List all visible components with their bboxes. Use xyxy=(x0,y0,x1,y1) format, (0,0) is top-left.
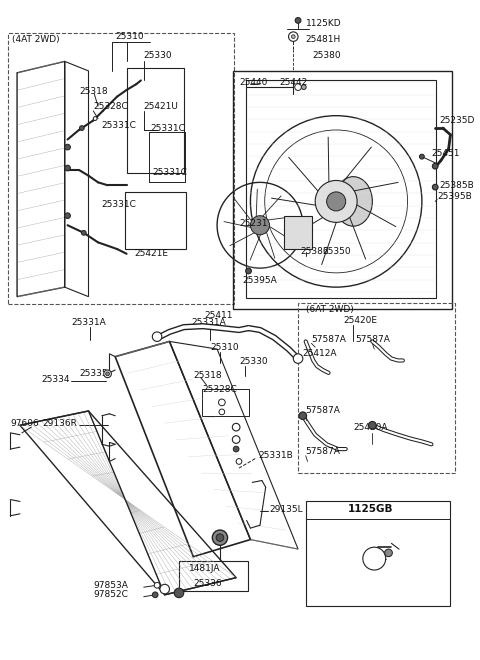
Text: 57587A: 57587A xyxy=(355,335,390,344)
Text: 25331C: 25331C xyxy=(101,200,136,209)
Circle shape xyxy=(160,584,169,594)
Circle shape xyxy=(363,547,386,570)
Text: 25331C: 25331C xyxy=(150,123,185,133)
Circle shape xyxy=(251,216,269,235)
Text: 25235D: 25235D xyxy=(439,116,474,125)
Bar xyxy=(233,71,452,309)
Text: (4AT 2WD): (4AT 2WD) xyxy=(12,35,60,44)
Circle shape xyxy=(212,530,228,545)
Circle shape xyxy=(420,154,424,159)
Text: 25331C: 25331C xyxy=(101,121,136,130)
Text: 25421E: 25421E xyxy=(134,249,168,258)
Text: 29135L: 29135L xyxy=(269,505,303,513)
Text: 25451: 25451 xyxy=(432,149,460,158)
Circle shape xyxy=(232,436,240,444)
Text: 25385B: 25385B xyxy=(439,181,474,189)
Text: 97852C: 97852C xyxy=(93,590,128,599)
Circle shape xyxy=(233,446,239,452)
Circle shape xyxy=(104,370,111,378)
Bar xyxy=(8,33,234,304)
Text: 25328C: 25328C xyxy=(93,102,128,111)
Text: 25335: 25335 xyxy=(79,370,108,378)
Circle shape xyxy=(288,32,298,42)
Circle shape xyxy=(369,422,376,429)
Bar xyxy=(298,304,455,473)
Text: 25440: 25440 xyxy=(239,78,267,87)
Circle shape xyxy=(106,372,109,376)
Text: 25481H: 25481H xyxy=(306,35,341,44)
Text: 25386: 25386 xyxy=(300,248,329,256)
Text: 57587A: 57587A xyxy=(312,335,346,344)
Text: 25336: 25336 xyxy=(193,579,222,588)
Text: 1125GB: 1125GB xyxy=(348,504,393,514)
Circle shape xyxy=(174,588,184,598)
Circle shape xyxy=(295,84,301,90)
Circle shape xyxy=(299,412,307,420)
Circle shape xyxy=(82,230,86,235)
Circle shape xyxy=(152,332,162,341)
Text: 57587A: 57587A xyxy=(306,447,340,457)
Text: 29136R: 29136R xyxy=(43,419,78,428)
Text: 25318: 25318 xyxy=(79,87,108,96)
Text: 25310: 25310 xyxy=(115,32,144,41)
Text: 25328C: 25328C xyxy=(203,385,238,393)
Text: 25331A: 25331A xyxy=(72,318,106,327)
Circle shape xyxy=(93,117,97,120)
Text: 25412A: 25412A xyxy=(302,349,336,358)
Text: 25334: 25334 xyxy=(41,375,70,384)
Circle shape xyxy=(326,192,346,211)
Text: 25420A: 25420A xyxy=(353,422,388,432)
Circle shape xyxy=(236,459,242,464)
Circle shape xyxy=(65,145,71,150)
Text: 1125KD: 1125KD xyxy=(306,18,341,28)
Text: 97853A: 97853A xyxy=(93,581,128,590)
Bar xyxy=(306,502,450,607)
Text: 25331B: 25331B xyxy=(258,451,293,460)
Circle shape xyxy=(385,549,392,556)
Text: 25442: 25442 xyxy=(279,78,307,87)
Text: 25310: 25310 xyxy=(210,343,239,352)
Circle shape xyxy=(65,213,71,218)
Circle shape xyxy=(432,184,438,190)
Circle shape xyxy=(65,165,71,171)
Text: 25331A: 25331A xyxy=(192,318,226,327)
Text: 25331C: 25331C xyxy=(152,168,187,178)
Text: 25350: 25350 xyxy=(322,248,350,256)
Circle shape xyxy=(152,592,158,598)
Circle shape xyxy=(232,423,240,431)
Text: 97606: 97606 xyxy=(11,419,39,428)
Bar xyxy=(246,81,436,298)
Circle shape xyxy=(80,125,84,131)
Circle shape xyxy=(246,268,252,274)
Text: 25411: 25411 xyxy=(204,312,233,320)
Circle shape xyxy=(295,18,301,23)
Text: 25395B: 25395B xyxy=(437,192,472,201)
Text: 25330: 25330 xyxy=(144,51,172,60)
Circle shape xyxy=(291,35,295,38)
Text: 25420E: 25420E xyxy=(344,316,378,325)
Text: 25231: 25231 xyxy=(239,219,267,228)
Text: 25380: 25380 xyxy=(312,51,341,60)
Bar xyxy=(284,216,312,249)
Bar xyxy=(125,192,186,249)
Circle shape xyxy=(154,582,160,588)
Ellipse shape xyxy=(334,177,372,226)
Text: 25421U: 25421U xyxy=(144,102,179,111)
Circle shape xyxy=(216,534,224,541)
Text: 1481JA: 1481JA xyxy=(189,564,220,573)
Text: 57587A: 57587A xyxy=(306,407,340,415)
Circle shape xyxy=(218,399,225,406)
Circle shape xyxy=(315,180,357,222)
Text: (6AT 2WD): (6AT 2WD) xyxy=(306,304,353,313)
Bar xyxy=(179,560,248,591)
Bar xyxy=(127,68,184,173)
Text: 25395A: 25395A xyxy=(243,276,277,285)
Bar xyxy=(202,389,250,416)
Circle shape xyxy=(301,84,306,90)
Text: 25318: 25318 xyxy=(193,371,222,380)
Circle shape xyxy=(293,354,303,364)
Circle shape xyxy=(432,163,438,169)
Text: 25330: 25330 xyxy=(239,357,268,366)
Circle shape xyxy=(219,409,225,414)
